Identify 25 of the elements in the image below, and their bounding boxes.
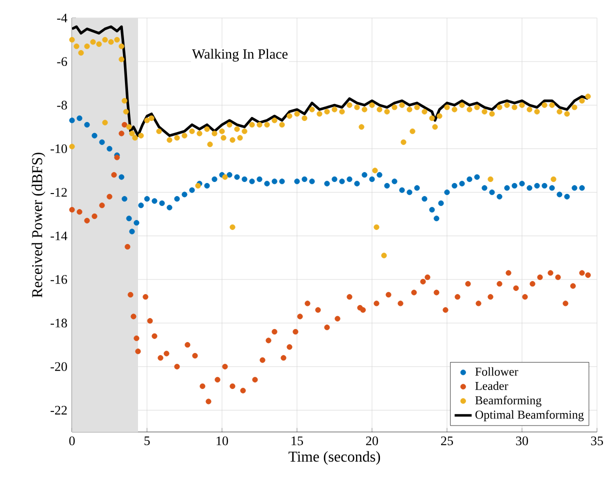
legend-label: Leader xyxy=(475,382,508,390)
x-tick-label: 35 xyxy=(591,436,604,446)
x-tick-label: 5 xyxy=(144,436,150,446)
legend-label: Follower xyxy=(475,367,518,376)
x-tick-label: 20 xyxy=(366,436,378,446)
y-tick-label: -14 xyxy=(50,232,68,240)
y-axis-title: Received Power (dBFS) xyxy=(32,152,46,298)
y-tick-label: -16 xyxy=(50,275,68,284)
y-tick-label: -6 xyxy=(57,57,68,66)
y-tick-label: -8 xyxy=(57,100,67,110)
legend-label: Beamforming xyxy=(475,396,542,407)
x-tick-label: 15 xyxy=(292,436,304,446)
annotation: Walking In Place xyxy=(192,48,288,62)
y-tick-label: -4 xyxy=(57,14,68,22)
x-tick-label: 0 xyxy=(69,436,75,446)
y-tick-label: -18 xyxy=(50,318,67,328)
x-axis-title: Time (seconds) xyxy=(288,451,380,465)
legend-label: Optimal Beamforming xyxy=(475,410,584,422)
y-tick-label: -22 xyxy=(50,406,67,414)
x-tick-label: 25 xyxy=(441,436,454,446)
x-tick-label: 10 xyxy=(216,436,228,446)
x-tick-label: 30 xyxy=(516,436,528,446)
y-tick-label: -10 xyxy=(50,144,67,154)
y-tick-label: -12 xyxy=(50,188,67,197)
y-tick-label: -20 xyxy=(50,362,67,371)
